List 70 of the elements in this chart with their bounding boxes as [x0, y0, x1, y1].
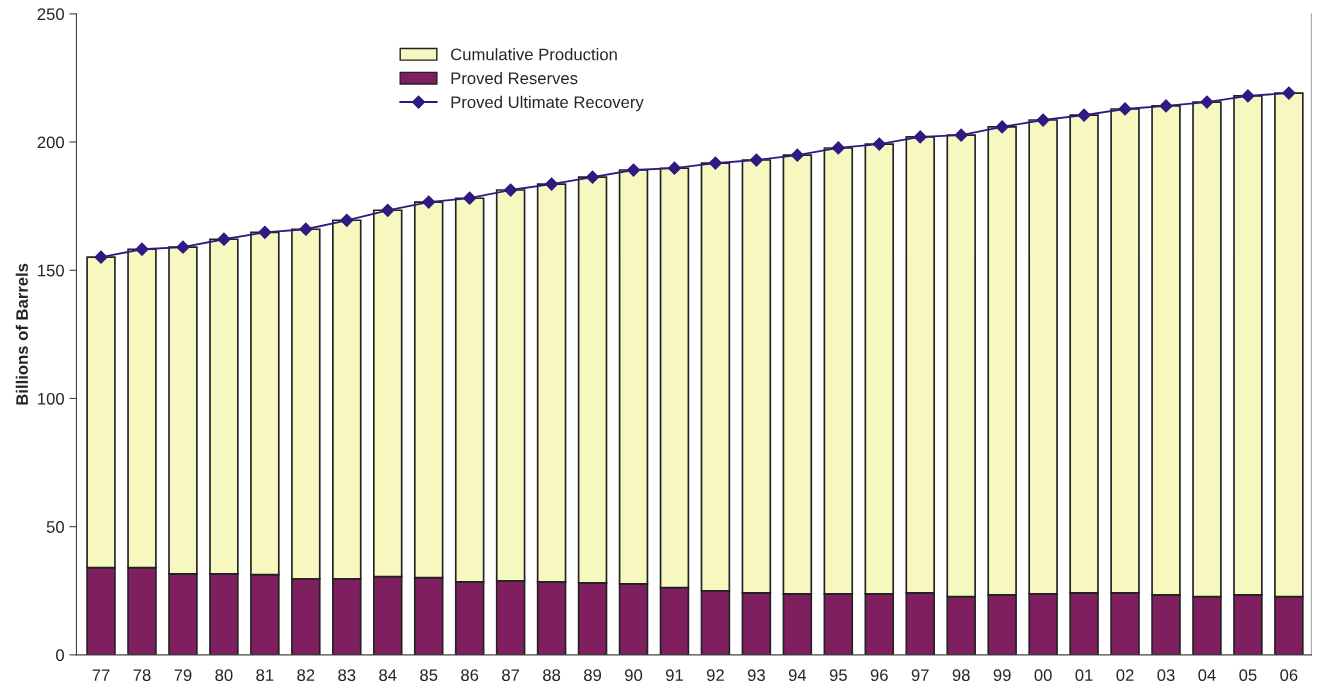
x-tick-label: 81	[256, 669, 274, 682]
x-tick-label: 77	[92, 669, 110, 681]
x-tick-label: 92	[706, 669, 724, 682]
y-tick-label: 50	[46, 521, 64, 533]
point	[1159, 99, 1173, 113]
point	[463, 191, 477, 205]
x-tick-label: 88	[543, 669, 561, 682]
point	[913, 130, 927, 144]
x-tick-label: 91	[665, 669, 683, 682]
x-tick-label: 78	[133, 669, 151, 682]
y-axis-title: Billions of Barrels	[15, 263, 28, 405]
point	[1118, 102, 1132, 116]
x-tick-label: 00	[1034, 669, 1052, 682]
x-tick-label: 83	[338, 669, 356, 682]
x-tick-label: 80	[215, 669, 233, 682]
x-tick-label: 86	[461, 669, 479, 682]
point	[1036, 113, 1050, 127]
point	[1200, 95, 1214, 109]
legend-label: Cumulative Production	[451, 48, 617, 61]
point	[258, 225, 272, 239]
x-tick-label: 87	[502, 669, 520, 682]
point	[585, 170, 600, 184]
legend-label: Proved Ultimate Recovery	[451, 95, 644, 112]
x-tick-label: 85	[420, 669, 438, 682]
point	[831, 141, 845, 155]
point	[381, 203, 395, 217]
point	[954, 128, 968, 142]
point	[135, 242, 149, 256]
point	[1282, 86, 1296, 100]
point	[217, 232, 231, 246]
point	[667, 161, 682, 175]
point	[790, 148, 804, 162]
x-tick-label: 89	[584, 669, 602, 682]
x-tick-label: 06	[1280, 669, 1298, 682]
point	[749, 153, 763, 167]
point	[708, 156, 723, 170]
x-tick-label: 99	[993, 669, 1011, 682]
point	[872, 137, 886, 151]
x-tick-label: 97	[911, 669, 929, 682]
point	[94, 250, 108, 264]
legend-label: Proved Reserves	[451, 71, 578, 85]
y-tick-label: 250	[37, 8, 64, 21]
x-tick-label: 02	[1116, 669, 1134, 682]
point	[422, 195, 436, 209]
y-tick-label: 150	[38, 264, 64, 277]
point	[1077, 108, 1091, 122]
x-tick-label: 82	[297, 669, 315, 682]
point	[1241, 89, 1255, 103]
point	[340, 213, 354, 227]
point	[626, 163, 641, 177]
x-tick-label: 84	[379, 669, 397, 682]
y-tick-label: 200	[37, 136, 64, 149]
x-tick-label: 94	[788, 669, 807, 682]
x-tick-label: 96	[870, 669, 888, 682]
y-tick-label: 100	[38, 392, 64, 405]
x-tick-label: 04	[1198, 669, 1216, 682]
point	[995, 120, 1009, 134]
x-tick-label: 05	[1239, 669, 1257, 682]
x-tick-label: 90	[625, 669, 643, 682]
point	[504, 183, 518, 197]
point	[176, 240, 190, 254]
x-tick-label: 01	[1075, 669, 1093, 682]
x-tick-label: 03	[1157, 669, 1175, 682]
point	[545, 177, 559, 191]
point	[299, 222, 313, 236]
x-tick-label: 79	[174, 669, 192, 682]
x-tick-label: 93	[747, 669, 765, 682]
x-tick-label: 98	[952, 669, 970, 682]
x-tick-label: 95	[829, 669, 847, 682]
y-tick-label: 0	[56, 649, 64, 662]
